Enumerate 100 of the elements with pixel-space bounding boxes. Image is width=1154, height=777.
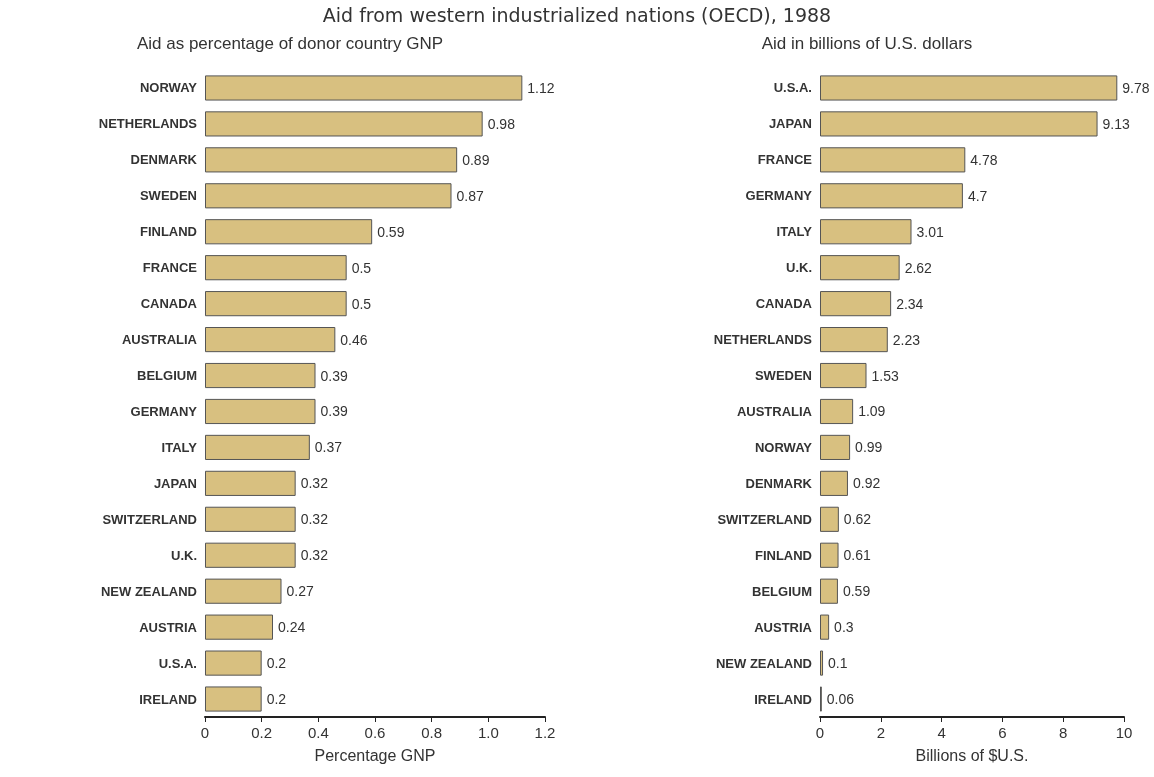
bar <box>820 327 888 353</box>
data-label: 3.01 <box>916 223 944 240</box>
x-tick-label: 0 <box>815 724 825 741</box>
data-label: 9.13 <box>1102 115 1131 132</box>
data-label: 9.78 <box>1122 79 1150 96</box>
y-tick-label: NEW ZEALAND <box>715 655 812 671</box>
x-tick-label: 6 <box>998 724 1007 741</box>
bar <box>820 147 966 173</box>
data-label: 0.24 <box>278 619 306 636</box>
bar <box>205 506 296 532</box>
y-tick-label: SWEDEN <box>754 368 812 384</box>
bar <box>205 219 373 245</box>
y-tick-label: ITALY <box>161 439 198 455</box>
x-tick-label: 0.4 <box>307 724 329 741</box>
y-tick-label: U.K. <box>786 260 812 276</box>
bar <box>205 578 282 604</box>
y-tick-label: U.S.A. <box>158 655 197 671</box>
y-tick-label: IRELAND <box>754 691 812 707</box>
bar <box>820 255 900 281</box>
bar <box>205 398 316 425</box>
y-tick-label: SWITZERLAND <box>717 511 812 527</box>
y-tick-label: SWEDEN <box>139 188 197 204</box>
bar <box>820 434 851 460</box>
x-axis-title: Billions of $U.S. <box>915 746 1029 764</box>
x-tick-label: 8 <box>1059 724 1068 741</box>
x-tick-label: 1.2 <box>534 724 556 741</box>
y-tick-label: NORWAY <box>754 439 813 455</box>
y-tick-label: NEW ZEALAND <box>100 583 197 599</box>
bar <box>820 219 912 245</box>
y-tick-label: FRANCE <box>142 260 198 276</box>
x-tick-label: 4 <box>937 724 946 741</box>
y-tick-label: CANADA <box>755 296 813 312</box>
data-label: 0.59 <box>842 583 871 600</box>
data-label: 2.23 <box>892 331 921 348</box>
y-tick-label: IRELAND <box>139 691 197 707</box>
y-tick-label: U.K. <box>171 547 197 563</box>
data-label: 0.32 <box>300 475 329 492</box>
bar <box>205 183 452 209</box>
y-tick-label: FINLAND <box>754 547 812 563</box>
x-tick-label: 1.0 <box>477 724 499 741</box>
bar <box>820 578 838 604</box>
bar <box>205 327 336 353</box>
data-label: 4.7 <box>967 187 988 204</box>
bar <box>820 470 848 496</box>
bar <box>205 650 262 676</box>
y-tick-label: FRANCE <box>757 152 813 168</box>
data-label: 0.99 <box>855 439 883 456</box>
bar <box>820 506 839 532</box>
bar <box>205 75 523 101</box>
chart-title: Aid in billions of U.S. dollars <box>761 34 973 53</box>
data-label: 0.1 <box>828 655 848 672</box>
data-label: 0.61 <box>843 547 872 564</box>
chart-subtitle: Aid as percentage of donor country GNP <box>136 34 444 53</box>
bar <box>820 542 839 568</box>
bar <box>205 291 347 317</box>
y-tick-label: U.S.A. <box>773 80 812 96</box>
data-label: 0.06 <box>826 691 855 708</box>
bar <box>820 398 854 425</box>
bar <box>820 75 1118 101</box>
y-tick-label: ITALY <box>776 224 813 240</box>
bar <box>820 650 824 676</box>
y-tick-label: JAPAN <box>153 475 197 491</box>
bar <box>205 362 316 389</box>
x-tick-label: 2 <box>876 724 885 741</box>
bar <box>205 255 347 281</box>
x-tick-label: 0 <box>200 724 210 741</box>
y-tick-label: DENMARK <box>130 152 198 168</box>
bar <box>205 147 458 173</box>
y-tick-label: AUSTRALIA <box>736 403 813 419</box>
y-tick-label: BELGIUM <box>752 583 812 599</box>
data-label: 0.3 <box>834 619 854 636</box>
data-label: 2.62 <box>904 259 933 276</box>
data-label: 0.46 <box>340 331 368 348</box>
data-label: 0.5 <box>351 259 372 276</box>
y-tick-label: BELGIUM <box>137 368 197 384</box>
y-tick-label: JAPAN <box>768 116 812 132</box>
bar <box>205 542 296 568</box>
x-axis-title: Percentage GNP <box>314 746 436 764</box>
y-tick-label: GERMANY <box>130 403 198 419</box>
data-label: 1.09 <box>858 403 886 420</box>
data-label: 0.32 <box>300 511 329 528</box>
bar <box>820 183 963 209</box>
bar <box>820 614 830 640</box>
data-label: 0.39 <box>320 367 348 384</box>
y-tick-label: DENMARK <box>745 475 813 491</box>
data-label: 0.39 <box>320 403 348 420</box>
bar <box>820 291 892 317</box>
data-label: 0.27 <box>286 583 314 600</box>
bar <box>820 111 1098 137</box>
y-tick-label: GERMANY <box>745 188 813 204</box>
data-label: 0.92 <box>852 475 881 492</box>
bar <box>205 614 273 640</box>
bar <box>820 362 867 389</box>
x-tick-label: 0.6 <box>364 724 386 741</box>
y-tick-label: AUSTRALIA <box>121 332 198 348</box>
data-label: 0.62 <box>843 511 872 528</box>
y-tick-label: NETHERLANDS <box>713 332 813 348</box>
y-tick-label: NORWAY <box>139 80 198 96</box>
bar <box>205 434 310 460</box>
data-label: 0.5 <box>351 295 372 312</box>
